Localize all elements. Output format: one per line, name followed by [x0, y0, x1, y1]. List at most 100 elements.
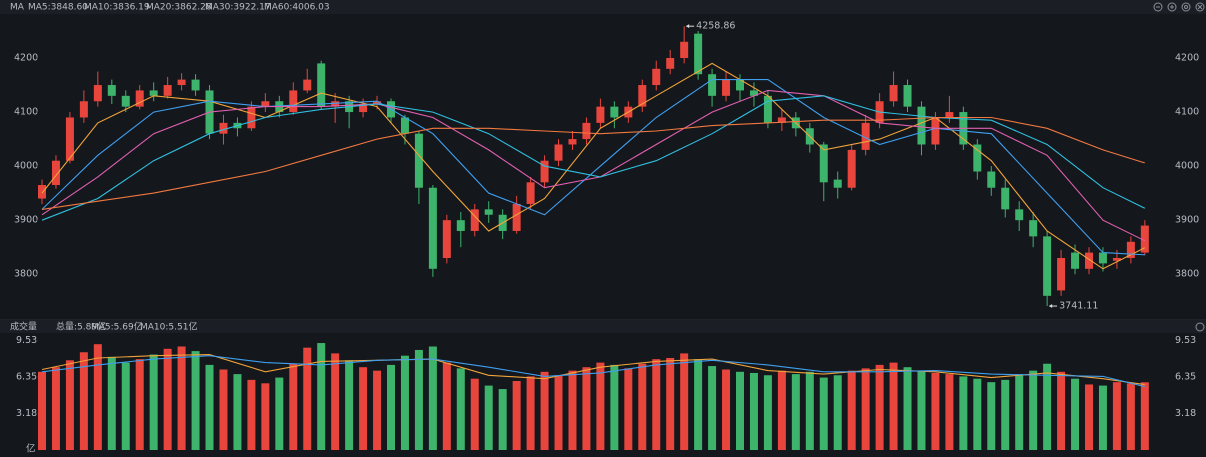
volume-bar	[135, 359, 144, 450]
volume-bar	[819, 377, 828, 450]
candle-body	[666, 58, 675, 69]
volume-bar	[498, 389, 507, 450]
volume-bar	[1071, 378, 1080, 450]
volume-bar	[289, 363, 298, 450]
candle-body	[554, 144, 563, 161]
volume-bar	[903, 367, 912, 450]
volume-bar	[1029, 370, 1038, 450]
volume-bar	[512, 381, 521, 450]
candle-body	[149, 90, 158, 96]
candle-body	[903, 85, 912, 107]
volume-bar	[1057, 371, 1066, 450]
volume-bar	[79, 352, 88, 450]
volume-bar	[833, 375, 842, 450]
y-tick-label: 4000	[14, 161, 38, 172]
volume-bar	[331, 353, 340, 450]
volume-bar	[749, 372, 758, 450]
candle-body	[359, 103, 368, 113]
candle-body	[219, 122, 228, 134]
candle-body	[373, 101, 382, 104]
volume-bar	[568, 370, 577, 450]
ma-line	[41, 79, 1145, 256]
volume-bar	[456, 368, 465, 450]
volume-bar	[414, 349, 423, 450]
candle-body	[331, 101, 340, 107]
candle-body	[442, 220, 451, 258]
volume-bar	[247, 379, 256, 450]
candle-body	[1057, 258, 1066, 291]
volume-bar	[149, 354, 158, 450]
volume-bar	[1015, 374, 1024, 450]
y-tick-label-right: 4000	[1175, 161, 1199, 172]
volume-total: 总量:5.89亿	[56, 321, 106, 333]
annotation-arrowhead	[1049, 304, 1053, 309]
candle-body	[987, 171, 996, 188]
icon	[1197, 4, 1203, 10]
volume-bar	[205, 364, 214, 450]
volume-bar	[945, 374, 954, 450]
candle-body	[777, 117, 786, 123]
volume-settings-button[interactable]	[1195, 322, 1205, 332]
volume-bar	[93, 344, 102, 450]
volume-bar	[121, 362, 130, 450]
annotation-label: 4258.86	[696, 21, 735, 32]
volume-header-bar	[0, 320, 1206, 333]
candle-body	[65, 117, 74, 161]
candle-body	[1098, 252, 1107, 264]
candle-body	[1043, 236, 1052, 296]
y-tick-label: 3800	[14, 269, 38, 280]
volume-bar	[1112, 382, 1121, 450]
volume-bar	[596, 362, 605, 450]
ma-line	[41, 62, 1146, 270]
candle-body	[819, 144, 828, 183]
volume-title: 成交量	[10, 321, 37, 333]
candle-body	[163, 85, 172, 96]
volume-bar	[345, 360, 354, 450]
volume-bar	[722, 369, 731, 450]
candle-body	[833, 179, 842, 188]
y-tick-label: 3900	[14, 215, 38, 226]
header-bar	[0, 0, 1206, 14]
candle-body	[1015, 209, 1024, 221]
legend-entry: MA10:3836.19	[84, 3, 150, 13]
volume-bar	[303, 347, 312, 450]
volume-bar	[1085, 384, 1093, 450]
candle-body	[889, 85, 898, 102]
volume-ma-line	[41, 355, 1145, 388]
volume-bar	[847, 370, 856, 450]
candle-body	[652, 68, 661, 86]
candle-body	[470, 209, 479, 231]
candle-body	[1029, 220, 1038, 237]
close-button[interactable]	[1195, 2, 1205, 12]
volume-bar	[959, 376, 968, 450]
candle-body	[135, 90, 144, 107]
volume-ma-line	[41, 354, 1145, 386]
y-tick-label-right: 4200	[1175, 53, 1199, 64]
toolbar	[1153, 2, 1205, 332]
volume-bar	[107, 356, 116, 450]
y-tick-label-right: 3800	[1175, 269, 1199, 280]
legend-entry: MA60:4006.03	[264, 3, 330, 13]
zoom-in-button[interactable]	[1167, 2, 1177, 12]
y-tick-label: 4100	[14, 107, 38, 118]
settings-button[interactable]	[1181, 2, 1191, 12]
candle-body	[428, 187, 437, 269]
candle-body	[456, 220, 465, 231]
volume-bar	[582, 367, 591, 450]
volume-bar	[38, 371, 46, 450]
volume-bar	[875, 364, 884, 450]
volume-bar	[470, 378, 479, 450]
candle-body	[973, 144, 982, 172]
volume-bar	[763, 375, 772, 450]
volume-unit: 亿	[26, 443, 36, 455]
zoom-out-button[interactable]	[1153, 2, 1163, 12]
candle-body	[722, 79, 731, 96]
volume-bar	[917, 370, 926, 450]
candle-body	[596, 106, 605, 123]
volume-bar	[1001, 379, 1010, 450]
annotation-label: 3741.11	[1059, 301, 1098, 312]
candle-body	[1071, 252, 1080, 269]
candle-body	[526, 182, 535, 204]
candle-body	[484, 209, 493, 215]
